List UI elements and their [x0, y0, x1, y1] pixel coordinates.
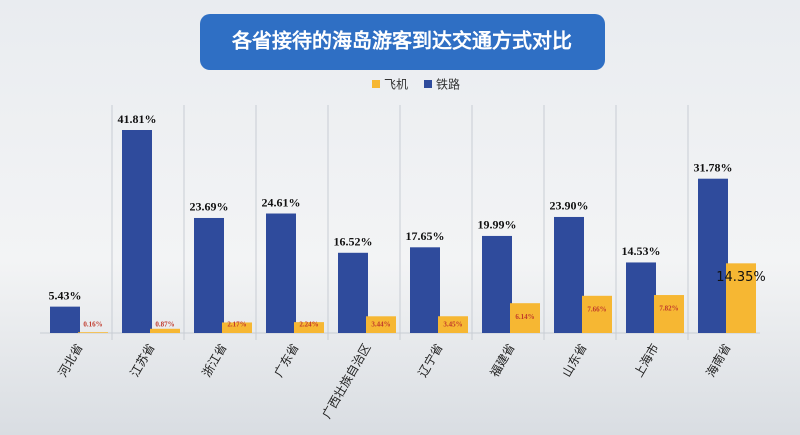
title-box — [200, 14, 605, 70]
bar — [554, 216, 584, 333]
bar — [366, 316, 396, 333]
bar — [150, 328, 180, 333]
legend-label: 飞机 — [384, 78, 408, 92]
value-label: 31.78% — [694, 160, 733, 174]
bar — [222, 322, 252, 333]
bar — [438, 316, 468, 333]
value-label: 19.99% — [478, 218, 517, 232]
value-label: 6.14% — [515, 313, 534, 321]
legend-swatch — [372, 80, 380, 88]
value-label: 7.66% — [587, 305, 606, 313]
value-label: 0.16% — [83, 321, 102, 329]
bar — [482, 235, 512, 333]
value-label: 16.52% — [334, 235, 373, 249]
bar — [410, 247, 440, 333]
bar — [194, 217, 224, 333]
value-label: 3.45% — [443, 321, 462, 329]
bar — [78, 332, 108, 333]
value-label: 3.44% — [371, 321, 390, 329]
bar — [510, 303, 540, 333]
value-label: 17.65% — [406, 229, 445, 243]
chart-title: 各省接待的海岛游客到达交通方式对比 — [231, 29, 572, 53]
value-label: 41.81% — [118, 112, 157, 126]
value-label: 7.82% — [659, 305, 678, 313]
bar — [338, 252, 368, 333]
legend-label: 铁路 — [436, 77, 460, 92]
value-label: 2.17% — [227, 321, 246, 329]
value-label: 5.43% — [49, 288, 82, 302]
value-label: 0.87% — [155, 321, 174, 329]
bar — [654, 295, 684, 333]
bar — [122, 130, 152, 333]
bar — [50, 306, 80, 333]
bar — [266, 213, 296, 333]
legend-swatch — [424, 80, 432, 88]
bar — [626, 262, 656, 333]
bar — [726, 263, 756, 333]
bar — [698, 178, 728, 333]
value-label: 2.24% — [299, 321, 318, 329]
bar — [294, 322, 324, 333]
value-label: 14.53% — [622, 244, 661, 258]
value-label: 23.69% — [190, 200, 229, 214]
bar — [582, 295, 612, 333]
value-label: 14.35% — [716, 270, 766, 285]
value-label: 23.90% — [550, 199, 589, 213]
value-label: 24.61% — [262, 195, 301, 209]
